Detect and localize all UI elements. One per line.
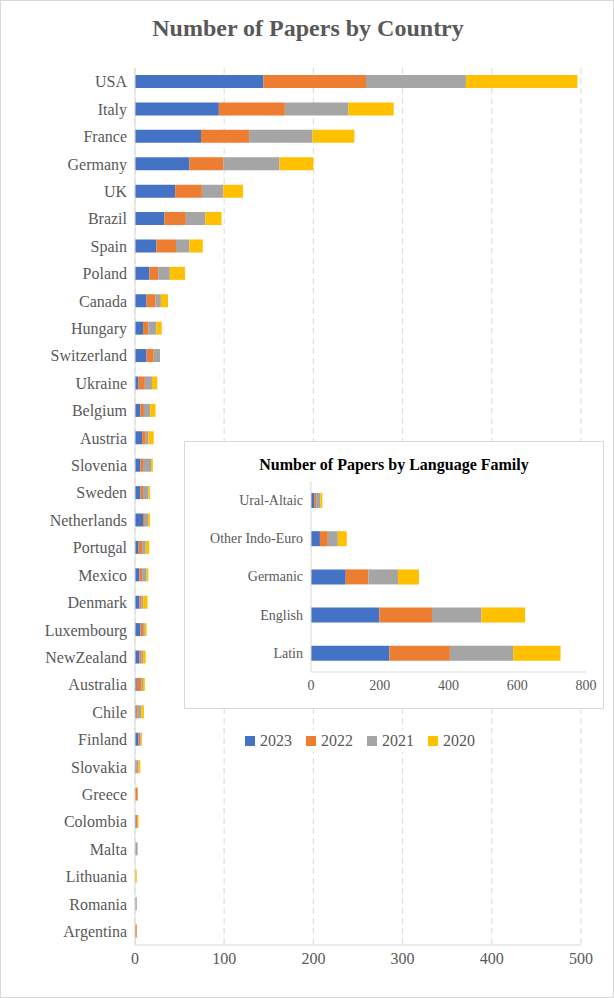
svg-text:200: 200 xyxy=(369,678,390,693)
html-text:2020: 2020 xyxy=(443,732,475,749)
svg-text:Sweden: Sweden xyxy=(76,484,127,501)
svg-text:Slovenia: Slovenia xyxy=(71,457,127,474)
svg-text:600: 600 xyxy=(507,678,528,693)
svg-text:Germanic: Germanic xyxy=(248,569,303,584)
svg-text:100: 100 xyxy=(212,950,236,967)
svg-text:Denmark: Denmark xyxy=(67,594,127,611)
svg-text:USA: USA xyxy=(95,73,127,90)
svg-text:800: 800 xyxy=(576,678,597,693)
html-text:2021: 2021 xyxy=(382,732,414,749)
html-text:Number of Papers by Language F: Number of Papers by Language Family xyxy=(259,456,529,473)
svg-text:Spain: Spain xyxy=(91,238,127,256)
svg-text:500: 500 xyxy=(569,950,593,967)
svg-text:Ural-Altaic: Ural-Altaic xyxy=(239,493,303,508)
svg-text:Australia: Australia xyxy=(68,676,127,693)
svg-text:400: 400 xyxy=(480,950,504,967)
svg-text:Switzerland: Switzerland xyxy=(51,347,127,364)
svg-text:Brazil: Brazil xyxy=(88,210,128,227)
svg-text:Canada: Canada xyxy=(79,293,127,310)
svg-text:English: English xyxy=(260,608,303,623)
svg-text:Malta: Malta xyxy=(90,841,127,858)
svg-text:Germany: Germany xyxy=(67,156,127,174)
svg-text:0: 0 xyxy=(131,950,139,967)
svg-text:Finland: Finland xyxy=(78,731,127,748)
svg-text:UK: UK xyxy=(104,183,128,200)
svg-text:France: France xyxy=(83,128,127,145)
svg-text:Luxembourg: Luxembourg xyxy=(45,622,127,640)
svg-text:NewZealand: NewZealand xyxy=(45,649,127,666)
svg-text:Hungary: Hungary xyxy=(71,320,127,338)
svg-text:Portugal: Portugal xyxy=(73,539,128,557)
svg-text:200: 200 xyxy=(301,950,325,967)
svg-text:0: 0 xyxy=(308,678,315,693)
svg-text:Argentina: Argentina xyxy=(63,923,127,941)
svg-text:Belgium: Belgium xyxy=(72,402,128,420)
svg-text:Latin: Latin xyxy=(273,646,303,661)
svg-text:Italy: Italy xyxy=(98,101,127,119)
svg-text:Ukraine: Ukraine xyxy=(75,375,127,392)
svg-text:400: 400 xyxy=(438,678,459,693)
html-text:2022: 2022 xyxy=(321,732,353,749)
svg-text:Slovakia: Slovakia xyxy=(71,759,127,776)
svg-text:Chile: Chile xyxy=(92,704,127,721)
svg-text:Other Indo-Euro: Other Indo-Euro xyxy=(210,531,303,546)
html-text:2023: 2023 xyxy=(260,732,292,749)
html-text:Number of Papers by Country: Number of Papers by Country xyxy=(152,15,464,41)
svg-text:Mexico: Mexico xyxy=(78,567,127,584)
svg-text:Greece: Greece xyxy=(82,786,127,803)
svg-text:Romania: Romania xyxy=(69,896,127,913)
svg-text:Colombia: Colombia xyxy=(64,813,127,830)
svg-text:Lithuania: Lithuania xyxy=(66,868,127,885)
svg-text:Poland: Poland xyxy=(83,265,127,282)
svg-text:300: 300 xyxy=(391,950,415,967)
svg-text:Austria: Austria xyxy=(80,430,127,447)
svg-text:Netherlands: Netherlands xyxy=(50,512,127,529)
